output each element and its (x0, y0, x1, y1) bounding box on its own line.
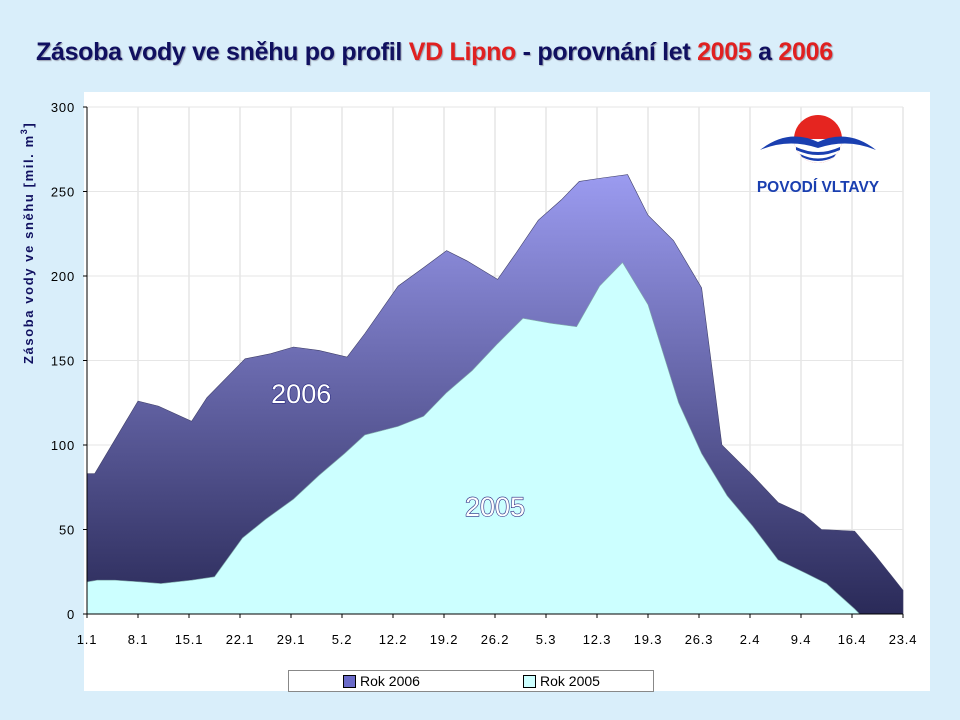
x-tick-label: 23.4 (889, 632, 918, 647)
x-tick-label: 9.4 (791, 632, 811, 647)
area-series-2005 (86, 262, 860, 615)
y-tick-label: 50 (59, 523, 75, 538)
x-tick-label: 5.2 (332, 632, 352, 647)
legend-item-2005: Rok 2005 (523, 673, 600, 689)
logo-text: POVODÍ VLTAVY (757, 179, 880, 196)
x-ticks: 1.1 8.1 15.1 22.1 29.1 5.2 12.2 19.2 26.2 5.3 12.3… (77, 614, 918, 647)
x-tick-label: 5.3 (536, 632, 556, 647)
y-tick-label: 0 (67, 607, 75, 622)
legend: Rok 2006 Rok 2005 (288, 670, 654, 692)
x-tick-label: 19.2 (430, 632, 459, 647)
x-tick-label: 19.3 (634, 632, 663, 647)
y-tick-label: 200 (51, 269, 75, 284)
legend-swatch-2005 (523, 674, 536, 688)
y-axis-label-text: Zásoba vody ve sněhu [mil. m (21, 134, 36, 364)
x-tick-label: 8.1 (128, 632, 148, 647)
x-tick-label: 29.1 (277, 632, 306, 647)
y-tick-label: 100 (51, 438, 75, 453)
x-tick-label: 22.1 (226, 632, 255, 647)
y-axis-label-sup: 3 (19, 128, 29, 135)
y-axis-label: Zásoba vody ve sněhu [mil. m3] (19, 122, 36, 364)
y-axis-label-close: ] (21, 122, 36, 128)
annotation-2006: 2006 (271, 379, 331, 409)
x-tick-label: 2.4 (740, 632, 760, 647)
legend-swatch-2006 (343, 674, 356, 688)
x-tick-label: 16.4 (838, 632, 867, 647)
svg-text:Zásoba vody ve sněhu [mil. m3]: Zásoba vody ve sněhu [mil. m3] (19, 122, 36, 364)
title-part-5: a (751, 38, 779, 66)
y-tick-label: 250 (51, 185, 75, 200)
x-tick-label: 12.3 (583, 632, 612, 647)
y-ticks: 0 50 100 150 200 250 300 (51, 100, 87, 622)
title-part-2: VD Lipno (408, 38, 517, 66)
annotation-2005: 2005 (465, 492, 525, 522)
povodi-vltavy-logo: POVODÍ VLTAVY (757, 115, 880, 196)
title-part-4: 2005 (697, 38, 752, 66)
logo-wave-2 (800, 154, 836, 161)
y-tick-label: 150 (51, 354, 75, 369)
title-part-6: 2006 (778, 38, 833, 66)
chart-title: Zásoba vody ve sněhu po profil VD Lipno … (36, 38, 833, 67)
x-tick-label: 12.2 (379, 632, 408, 647)
legend-item-2006: Rok 2006 (343, 673, 420, 689)
x-tick-label: 26.2 (481, 632, 510, 647)
logo-bird-wings (760, 136, 876, 150)
legend-label-2005: Rok 2005 (540, 673, 600, 689)
logo-wave-1 (796, 147, 840, 155)
x-tick-label: 1.1 (77, 632, 97, 647)
title-part-1: Zásoba vody ve sněhu po profil (36, 38, 409, 66)
legend-label-2006: Rok 2006 (360, 673, 420, 689)
title-part-3: - porovnání let (516, 38, 698, 66)
y-tick-label: 300 (51, 100, 75, 115)
x-tick-label: 15.1 (175, 632, 204, 647)
x-tick-label: 26.3 (685, 632, 714, 647)
annotations: 2006 2005 (271, 378, 526, 522)
